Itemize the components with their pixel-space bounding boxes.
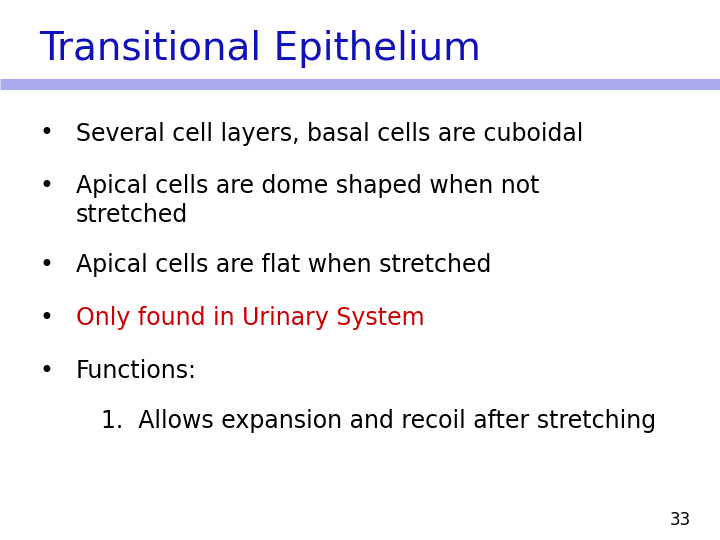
Text: •: • bbox=[40, 253, 53, 277]
Text: Functions:: Functions: bbox=[76, 359, 197, 383]
Text: Apical cells are flat when stretched: Apical cells are flat when stretched bbox=[76, 253, 491, 277]
Text: 1.  Allows expansion and recoil after stretching: 1. Allows expansion and recoil after str… bbox=[101, 409, 656, 433]
Text: •: • bbox=[40, 122, 53, 145]
Text: Only found in Urinary System: Only found in Urinary System bbox=[76, 306, 424, 330]
Text: •: • bbox=[40, 306, 53, 330]
Text: Several cell layers, basal cells are cuboidal: Several cell layers, basal cells are cub… bbox=[76, 122, 583, 145]
Text: •: • bbox=[40, 359, 53, 383]
Text: •: • bbox=[40, 174, 53, 198]
Text: 33: 33 bbox=[670, 511, 691, 529]
Text: Transitional Epithelium: Transitional Epithelium bbox=[40, 30, 482, 68]
Text: Apical cells are dome shaped when not
stretched: Apical cells are dome shaped when not st… bbox=[76, 174, 539, 227]
